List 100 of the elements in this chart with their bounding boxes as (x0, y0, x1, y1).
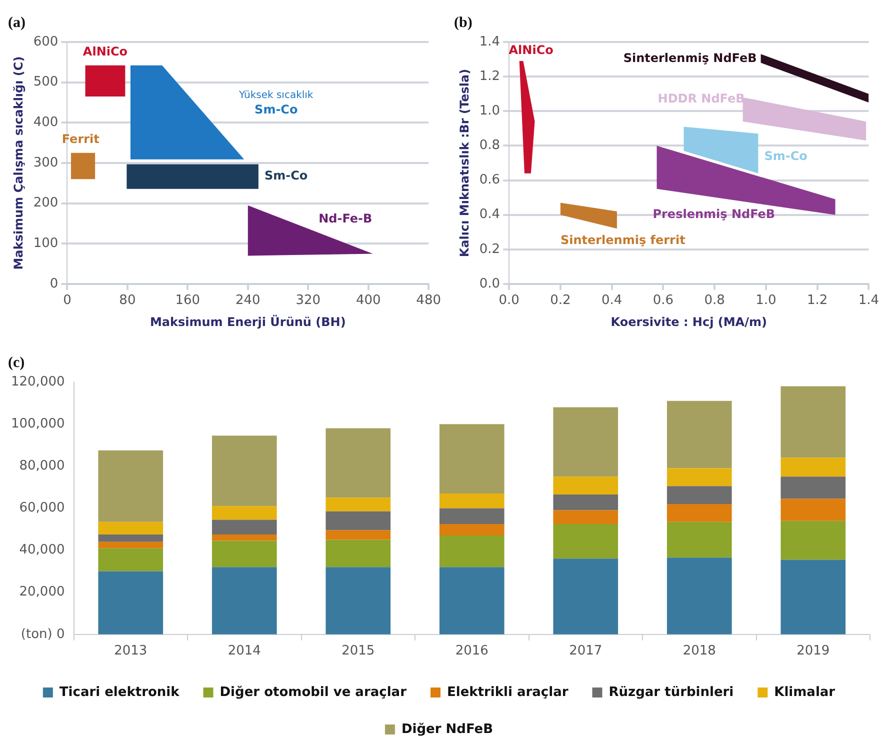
x-tick-label: 2018 (682, 644, 716, 659)
x-axis-title: Koersivite : Hcj (MA/m) (610, 314, 767, 329)
y-tick-label: 20,000 (19, 584, 65, 600)
bar (439, 524, 504, 536)
chart-title: (b) (454, 14, 472, 31)
y-tick-label: 500 (33, 74, 58, 90)
bar (212, 520, 277, 534)
x-tick-label: 80 (119, 293, 136, 308)
chart-title: (c) (8, 354, 25, 371)
y-tick-label: 0.2 (479, 242, 500, 257)
bar (666, 486, 732, 504)
y-tick-label: 60,000 (19, 500, 65, 516)
bar (780, 476, 846, 499)
series-label: Ferrit (62, 132, 100, 146)
y-tick-label: 80,000 (19, 458, 65, 474)
bar (98, 534, 164, 542)
x-tick-label: 0.8 (704, 293, 725, 308)
y-tick-label: 0.0 (479, 276, 500, 292)
bar (98, 571, 164, 634)
bar (326, 428, 391, 498)
bar (553, 407, 618, 477)
series-label: Preslenmiş NdFeB (652, 206, 776, 221)
bar (553, 494, 618, 510)
x-tick-label: 0.2 (550, 293, 571, 308)
bar (780, 560, 846, 634)
x-tick-label: 2015 (342, 644, 375, 659)
y-tick-label: 300 (33, 155, 58, 170)
x-tick-label: 0.6 (652, 293, 674, 308)
text: Yüksek sıcaklık Sm-Co (238, 90, 314, 117)
bar (326, 530, 391, 540)
y-tick-label: 200 (33, 196, 58, 211)
bar (212, 506, 277, 520)
legend-label: Klimalar (774, 684, 836, 700)
legend-label: Diğer otomobil ve araçlar (220, 684, 408, 700)
series-label: Sm-Co (264, 168, 308, 183)
x-tick-label: 1.0 (756, 293, 776, 308)
series-label: Nd-Fe-B (318, 212, 372, 226)
bar (439, 536, 504, 568)
bar (780, 458, 846, 477)
bar (553, 476, 618, 495)
y-axis-title: Kalıcı Mıknatıslık :Br (Tesla) (457, 68, 472, 258)
bar (780, 386, 846, 458)
bar (666, 504, 732, 522)
y-tick-label: 0.8 (479, 138, 500, 154)
series-label: AlNiCo (82, 44, 128, 59)
series-label: Sm-Co (764, 149, 808, 164)
legend-label: Ticari elektronik (59, 684, 180, 700)
x-tick-label: 1.2 (806, 293, 828, 308)
bar (212, 534, 277, 541)
x-tick-label: 2014 (228, 644, 261, 659)
bar (439, 424, 504, 494)
bar (98, 542, 164, 548)
series-label: HDDR NdFeB (658, 92, 745, 106)
y-tick-label: 1.2 (479, 68, 500, 84)
bar (553, 524, 618, 559)
bar (326, 511, 391, 530)
legend-label: Diğer NdFeB (401, 722, 494, 737)
series-label: AlNiCo (508, 43, 554, 58)
legend-label: Elektrikli araçlar (446, 684, 569, 700)
bar (326, 498, 391, 512)
bar (98, 450, 164, 522)
bar (326, 567, 391, 634)
y-tick-label: 100,000 (10, 416, 65, 432)
bar (553, 558, 618, 634)
y-tick-label: 0 (50, 276, 58, 292)
x-tick-label: 2013 (114, 644, 148, 659)
y-tick-label: (ton) 0 (20, 626, 65, 642)
x-tick-label: 0.4 (601, 293, 622, 308)
y-tick-label: 1.0 (479, 104, 500, 119)
x-tick-label: 2016 (455, 644, 488, 659)
bar (326, 540, 391, 568)
y-tick-label: 100 (33, 236, 58, 252)
y-tick-label: 600 (33, 34, 58, 50)
x-tick-label: 160 (175, 293, 200, 308)
x-tick-label: 2019 (796, 644, 830, 659)
x-tick-label: 1.4 (858, 293, 880, 308)
y-tick-label: 0.4 (479, 207, 500, 222)
bar (780, 520, 846, 560)
x-tick-label: 480 (416, 293, 442, 308)
bar (212, 540, 277, 568)
y-tick-label: 400 (33, 115, 58, 130)
x-tick-label: 320 (296, 293, 321, 308)
series-label: Sinterlenmiş ferrit (560, 232, 686, 247)
x-tick-label: 240 (235, 293, 260, 308)
y-tick-label: 0.6 (479, 172, 500, 188)
y-tick-label: 1.4 (479, 34, 500, 50)
bar (98, 548, 164, 572)
y-tick-label: 120,000 (10, 374, 65, 390)
bar (98, 522, 164, 534)
bar (439, 508, 504, 524)
bar (439, 493, 504, 508)
x-tick-label: 400 (356, 293, 381, 308)
x-tick-label: 0.0 (498, 293, 520, 308)
bar (666, 558, 732, 634)
bar (212, 436, 277, 506)
legend-label: Rüzgar türbinleri (608, 684, 734, 700)
x-tick-label: 2017 (569, 644, 602, 659)
bar (553, 510, 618, 524)
bar (666, 400, 732, 468)
x-axis-title: Maksimum Enerji Ürünü (BH) (150, 314, 346, 329)
